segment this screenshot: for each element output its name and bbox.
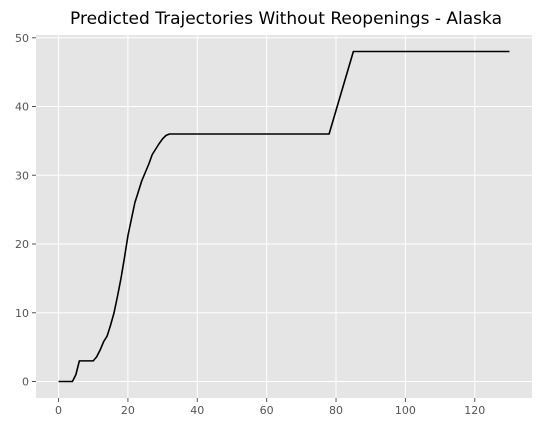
plot-area — [36, 35, 532, 398]
y-tick-label: 40 — [15, 101, 29, 114]
axes: 0 20 40 60 80 100 120 0 10 20 30 40 50 — [15, 32, 485, 417]
series-line — [58, 50, 510, 383]
x-tick-label: 120 — [464, 404, 485, 417]
y-tick-label: 10 — [15, 307, 29, 320]
y-tick-label: 30 — [15, 169, 29, 182]
x-tick-label: 80 — [329, 404, 343, 417]
y-tick-label: 0 — [22, 376, 29, 389]
chart-title: Predicted Trajectories Without Reopening… — [70, 9, 502, 29]
y-tick-label: 20 — [15, 238, 29, 251]
series-layer — [58, 50, 510, 383]
x-tick-label: 0 — [55, 404, 62, 417]
y-tick-label: 50 — [15, 32, 29, 45]
grid-lines — [36, 35, 532, 398]
x-tick-label: 60 — [260, 404, 274, 417]
x-tick-label: 100 — [395, 404, 416, 417]
x-tick-label: 20 — [121, 404, 135, 417]
x-tick-label: 40 — [190, 404, 204, 417]
